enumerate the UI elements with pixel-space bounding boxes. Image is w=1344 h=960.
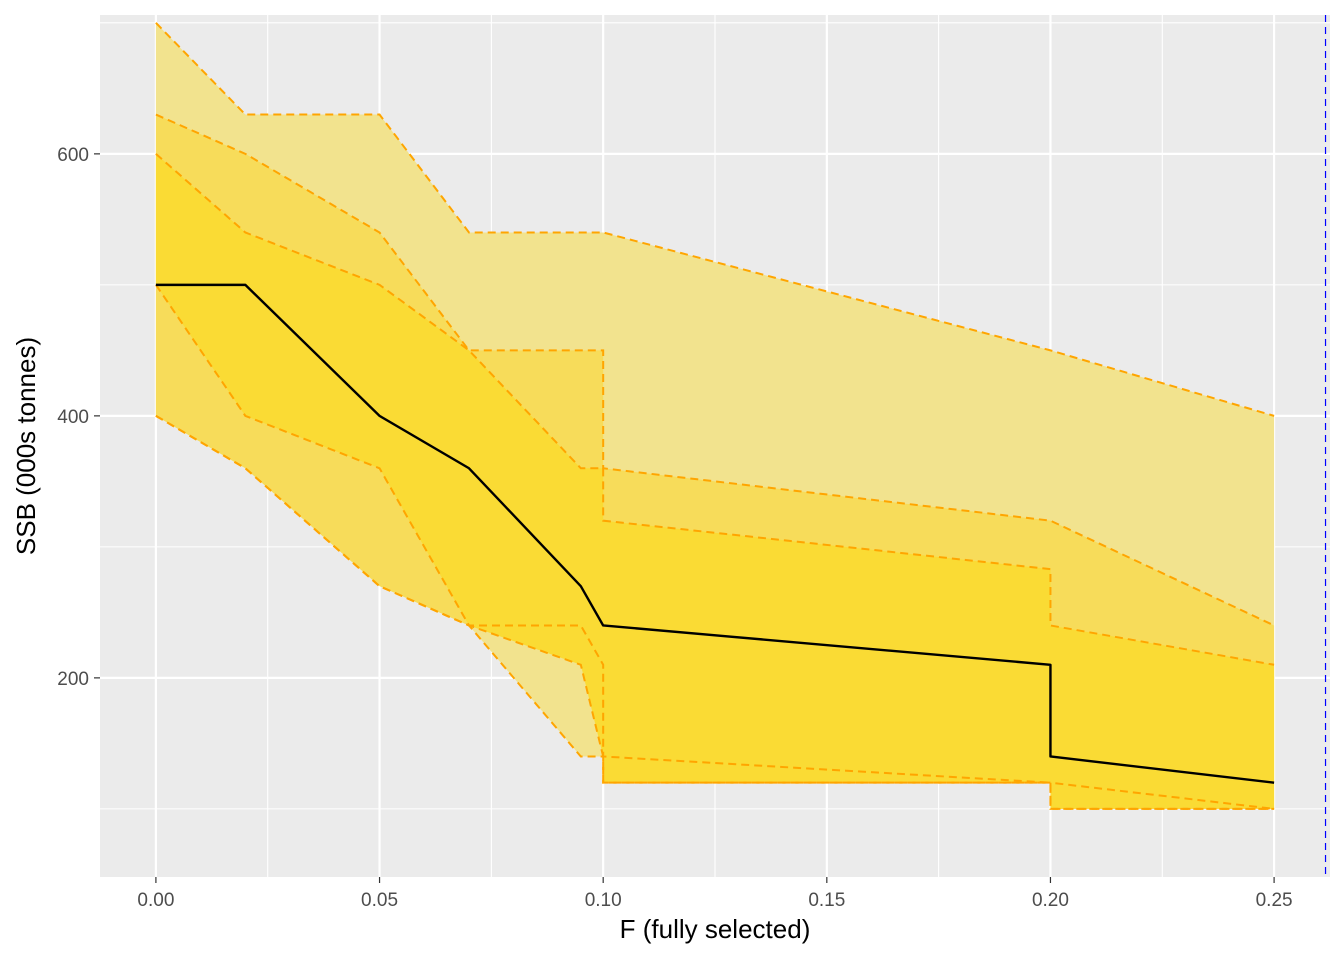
y-axis: 200 400 600: [57, 145, 100, 690]
x-tick-label: 0.05: [361, 890, 398, 911]
band-edge-lines: [155, 22, 1275, 810]
x-tick-label: 0.10: [585, 890, 622, 911]
median-layer: [155, 283, 1275, 784]
y-axis-title: SSB (000s tonnes): [11, 337, 41, 555]
x-axis: 0.00 0.05 0.10 0.15 0.20 0.25: [137, 877, 1293, 911]
band-inner-lower-edge: [155, 284, 1275, 810]
band-outer-upper-edge: [155, 22, 1275, 417]
median-line: [155, 283, 1275, 784]
x-tick-label: 0.20: [1032, 890, 1069, 911]
band-middle-lower-edge: [155, 415, 1275, 810]
x-tick-label: 0.00: [137, 890, 174, 911]
confidence-bands: [155, 22, 1275, 809]
x-tick-label: 0.25: [1256, 890, 1293, 911]
y-tick-label: 400: [57, 407, 89, 428]
band-inner-upper-edge: [155, 153, 1275, 666]
band-inner: [155, 153, 1275, 809]
x-axis-title: F (fully selected): [620, 914, 811, 944]
y-tick-label: 200: [57, 669, 89, 690]
y-tick-label: 600: [57, 145, 89, 166]
x-tick-label: 0.15: [808, 890, 845, 911]
band-middle-upper-edge: [155, 113, 1275, 627]
